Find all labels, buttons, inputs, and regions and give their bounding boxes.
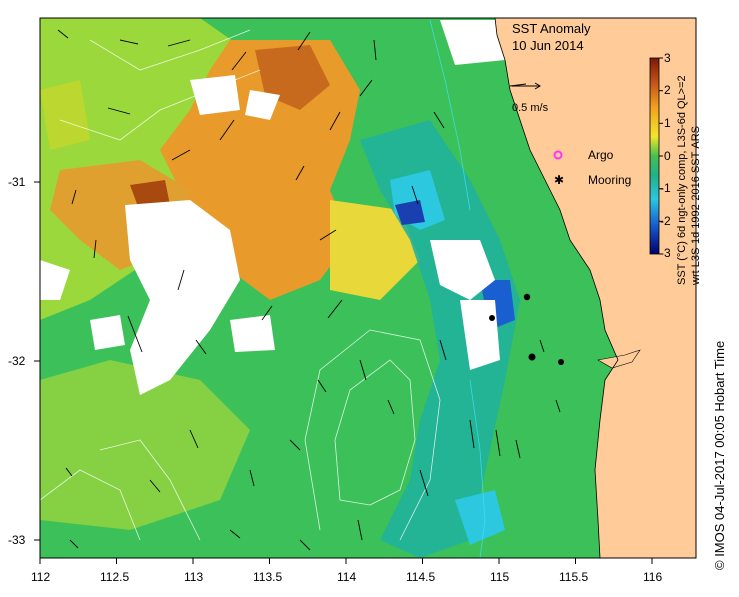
colorbar-tick-label: 2 <box>664 83 671 97</box>
sst-field <box>40 18 696 558</box>
colorbar-tick-label: -3 <box>660 246 671 260</box>
x-tick-label: 113 <box>184 570 204 584</box>
colorbar-label: SST (°C) 6d ngt-only comp, L3S-6d QL>=2 <box>676 75 688 285</box>
map-title: SST Anomaly <box>512 21 591 36</box>
argo-marker <box>553 150 563 160</box>
x-tick-label: 113.5 <box>253 570 283 584</box>
colorbar-tick-label: -1 <box>660 181 671 195</box>
colorbar-tick-label: 3 <box>664 51 671 65</box>
x-tick-label: 114 <box>337 570 357 584</box>
x-axis-ticks <box>39 558 653 564</box>
x-tick-label: 115 <box>490 570 510 584</box>
y-tick-label: -32 <box>8 354 26 368</box>
map-date: 10 Jun 2014 <box>512 38 584 53</box>
mooring-label: Mooring <box>588 173 632 187</box>
colorbar-tick-label: -2 <box>660 214 671 228</box>
y-tick-label: -31 <box>8 175 26 189</box>
colorbar-tick-label: 0 <box>664 149 671 163</box>
colorbar <box>649 57 660 255</box>
x-tick-label: 112.5 <box>100 570 130 584</box>
y-tick-label: -33 <box>8 533 26 547</box>
credit-text: © IMOS 04-Jul-2017 00:05 Hobart Time <box>712 340 727 570</box>
x-tick-label: 112 <box>31 570 51 584</box>
colorbar-tick-label: 1 <box>664 116 671 130</box>
plot-frame <box>39 17 697 559</box>
colorbar-label-secondary: wrt L3S-1d 1992-2016 SST-ARS <box>690 126 702 285</box>
x-tick-label: 114.5 <box>406 570 436 584</box>
mooring-markers <box>489 293 564 365</box>
x-tick-label: 115.5 <box>559 570 589 584</box>
vector-scale-arrow <box>512 82 541 90</box>
argo-label: Argo <box>588 148 614 162</box>
x-tick-label: 116 <box>643 570 663 584</box>
colorbar-ticks <box>659 57 663 255</box>
vector-scale-label: 0.5 m/s <box>512 102 549 114</box>
mooring-marker: ✱ <box>554 173 564 187</box>
y-axis-ticks <box>34 181 40 541</box>
